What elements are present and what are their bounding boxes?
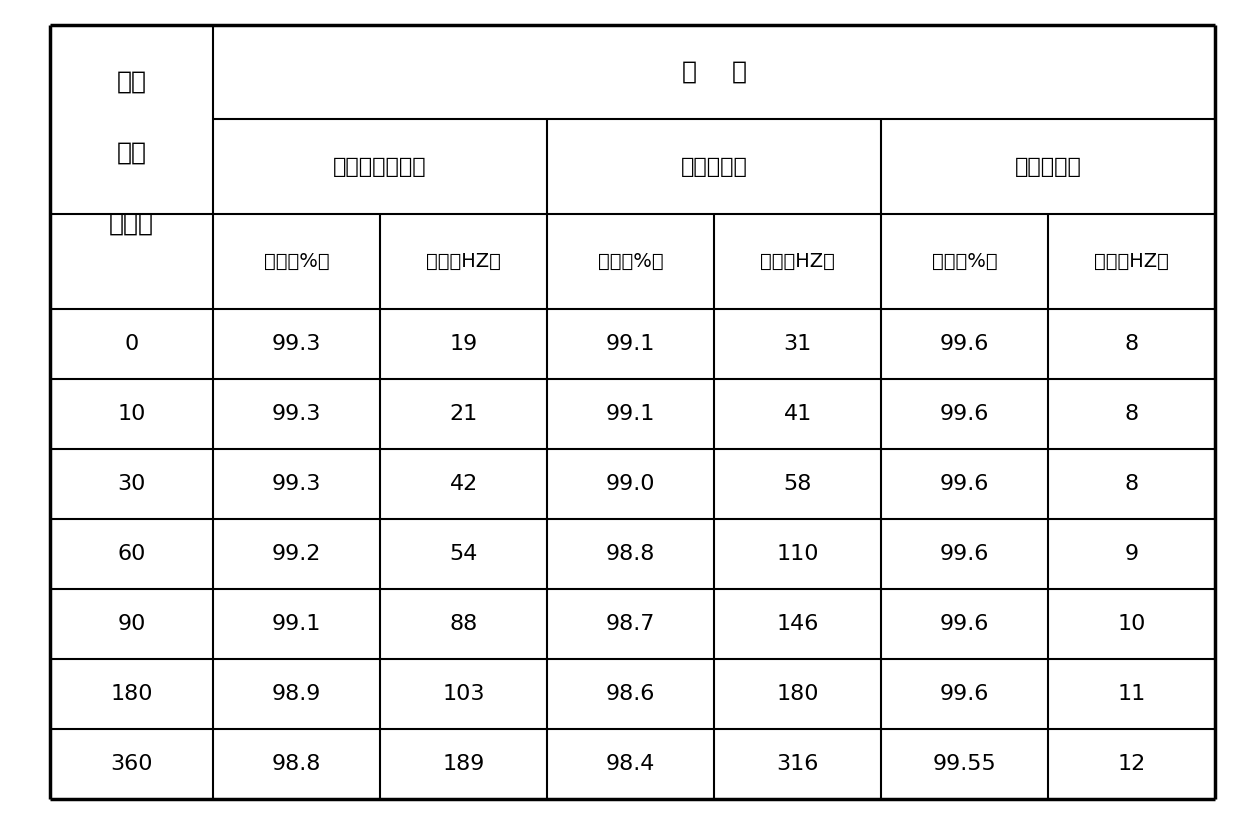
Text: 0: 0 (124, 334, 139, 354)
Text: 12: 12 (1117, 754, 1146, 775)
Text: 99.6: 99.6 (940, 544, 990, 564)
Text: 99.0: 99.0 (606, 474, 656, 494)
Text: 储存: 储存 (117, 69, 146, 94)
Text: 含量（%）: 含量（%） (264, 252, 330, 271)
Text: 21: 21 (450, 404, 477, 424)
Text: （天）: （天） (109, 212, 154, 236)
Text: 含量（%）: 含量（%） (932, 252, 997, 271)
Text: 316: 316 (776, 754, 818, 775)
Text: 8: 8 (1125, 404, 1138, 424)
Text: 110: 110 (776, 544, 818, 564)
Text: 88: 88 (450, 614, 477, 634)
Text: 10: 10 (117, 404, 145, 424)
Text: 11: 11 (1117, 684, 1146, 705)
Text: 色度（HZ）: 色度（HZ） (1094, 252, 1169, 271)
Text: 99.1: 99.1 (606, 334, 655, 354)
Text: 103: 103 (443, 684, 485, 705)
Text: 98.8: 98.8 (606, 544, 655, 564)
Text: 146: 146 (776, 614, 818, 634)
Text: 99.1: 99.1 (606, 404, 655, 424)
Text: 99.6: 99.6 (940, 614, 990, 634)
Text: 189: 189 (443, 754, 485, 775)
Text: 色度（HZ）: 色度（HZ） (427, 252, 501, 271)
Text: 99.6: 99.6 (940, 474, 990, 494)
Text: 99.1: 99.1 (272, 614, 321, 634)
Text: 180: 180 (776, 684, 818, 705)
Text: 8: 8 (1125, 474, 1138, 494)
Text: 99.6: 99.6 (940, 404, 990, 424)
Text: 360: 360 (110, 754, 153, 775)
Text: 99.2: 99.2 (272, 544, 321, 564)
Text: 98.9: 98.9 (272, 684, 321, 705)
Text: 9: 9 (1125, 544, 1138, 564)
Text: 180: 180 (110, 684, 153, 705)
Text: 19: 19 (450, 334, 477, 354)
Text: 98.6: 98.6 (606, 684, 655, 705)
Text: 99.3: 99.3 (272, 474, 321, 494)
Text: 60: 60 (117, 544, 145, 564)
Text: 色度（HZ）: 色度（HZ） (760, 252, 835, 271)
Text: 54: 54 (449, 544, 477, 564)
Text: 98.8: 98.8 (272, 754, 321, 775)
Text: 98.4: 98.4 (606, 754, 655, 775)
Text: 含量（%）: 含量（%） (598, 252, 663, 271)
Text: 98.7: 98.7 (606, 614, 655, 634)
Text: 99.3: 99.3 (272, 334, 321, 354)
Text: 8: 8 (1125, 334, 1138, 354)
Text: 99.55: 99.55 (932, 754, 997, 775)
Text: 99.6: 99.6 (940, 334, 990, 354)
Text: 10: 10 (1117, 614, 1146, 634)
Text: 90: 90 (117, 614, 145, 634)
Text: 来    源: 来 源 (682, 60, 746, 84)
Text: 30: 30 (117, 474, 145, 494)
Text: 混合溶剂结晶法: 混合溶剂结晶法 (334, 157, 427, 177)
Text: 减压精馏法: 减压精馏法 (681, 157, 748, 177)
Text: 99.3: 99.3 (272, 404, 321, 424)
Text: 时间: 时间 (117, 141, 146, 165)
Text: 42: 42 (450, 474, 477, 494)
Text: 熔融结晶法: 熔融结晶法 (1014, 157, 1081, 177)
Text: 31: 31 (784, 334, 812, 354)
Text: 58: 58 (784, 474, 812, 494)
Text: 41: 41 (784, 404, 812, 424)
Text: 99.6: 99.6 (940, 684, 990, 705)
